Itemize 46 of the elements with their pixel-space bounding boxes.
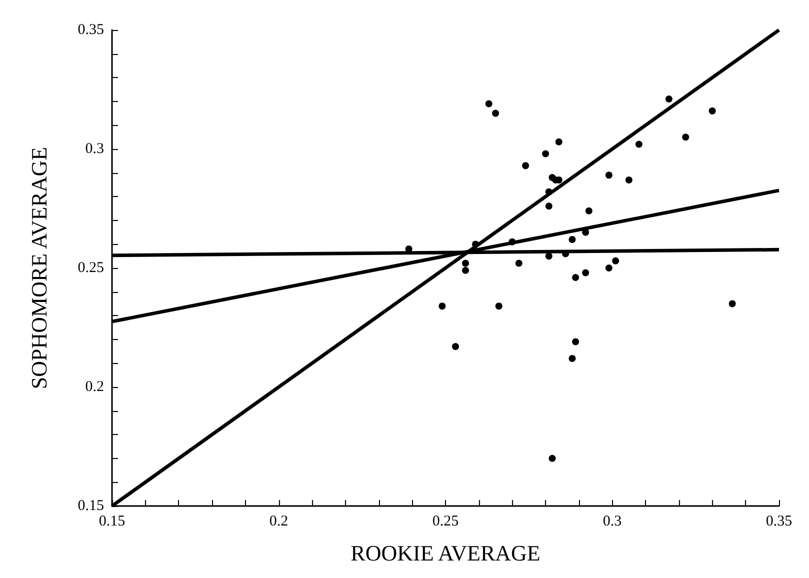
x-tick-label: 0.15 [98, 514, 126, 530]
point [405, 245, 412, 252]
point [545, 252, 552, 260]
point [548, 454, 556, 462]
point [515, 260, 522, 267]
point [495, 302, 502, 310]
x-axis-title: ROOKIE AVERAGE [350, 540, 540, 566]
point [612, 257, 620, 264]
point [508, 238, 516, 246]
y-tick-label: 0.15 [78, 498, 104, 514]
point [572, 274, 580, 282]
y-tick-label: 0.35 [78, 22, 104, 38]
x-tick-label: 0.3 [602, 514, 622, 530]
y-tick-label: 0.3 [85, 141, 104, 157]
point [635, 140, 642, 148]
y-tick-label: 0.2 [85, 379, 104, 395]
point [728, 300, 736, 308]
point [462, 260, 470, 267]
point [568, 236, 576, 243]
point [472, 240, 480, 248]
point [485, 100, 492, 108]
point [545, 188, 552, 196]
point [665, 96, 672, 103]
point [542, 150, 550, 158]
point [585, 207, 592, 214]
point [438, 302, 446, 310]
x-tick-label: 0.35 [766, 514, 792, 530]
point [568, 354, 576, 362]
point [605, 264, 612, 272]
point [462, 266, 470, 274]
point [708, 107, 716, 114]
point [582, 228, 590, 236]
x-tick-label: 0.2 [269, 514, 288, 530]
point [492, 110, 500, 117]
point [452, 343, 460, 350]
x-tick-label: 0.25 [432, 514, 459, 530]
point [625, 176, 632, 184]
point [682, 134, 690, 141]
point [545, 202, 552, 210]
point [572, 338, 580, 346]
point [605, 172, 612, 179]
y-axis-title: SOPHOMORE AVERAGE [26, 146, 52, 390]
point [555, 138, 562, 146]
point [522, 162, 530, 170]
y-tick-label: 0.25 [78, 260, 104, 276]
point [582, 269, 590, 276]
